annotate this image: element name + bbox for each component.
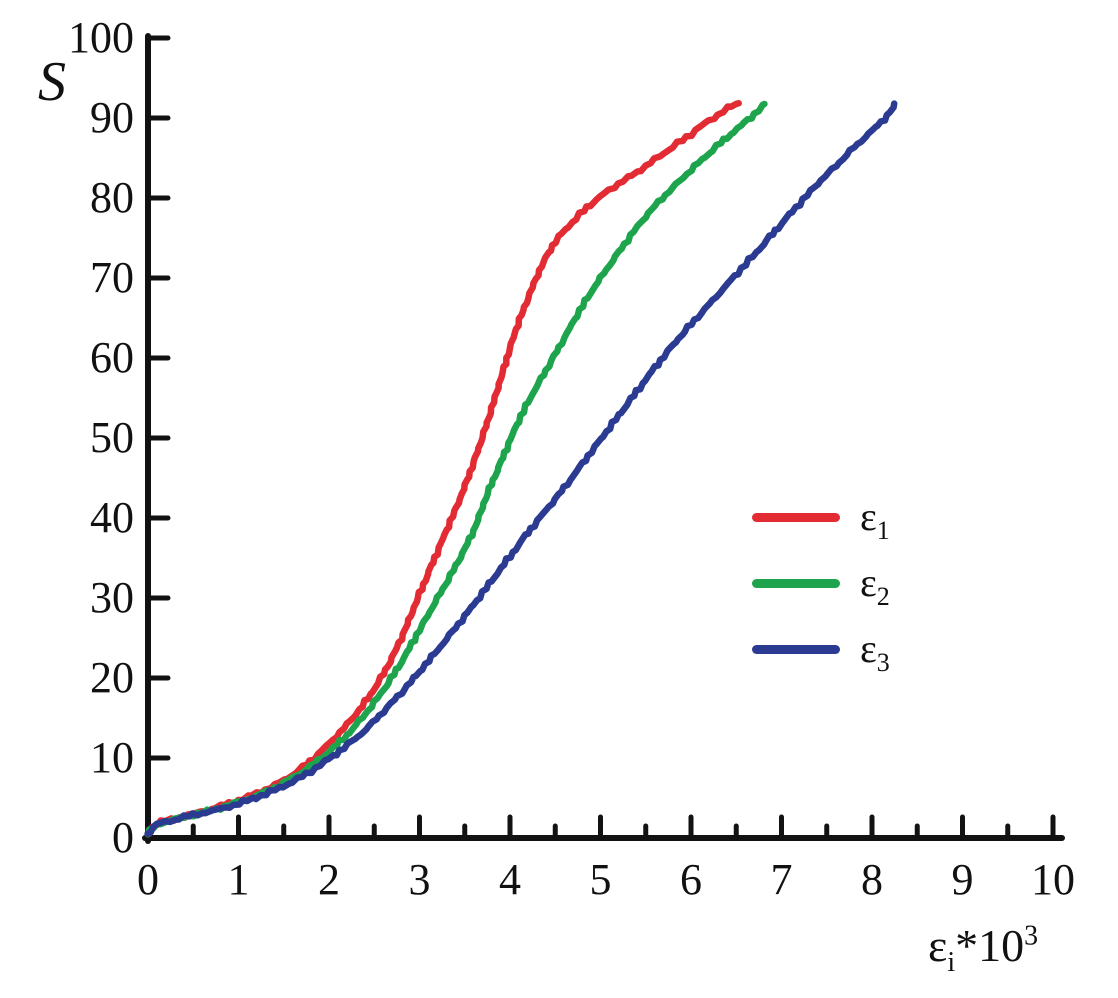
x-axis-title-mult: *10: [955, 920, 1025, 971]
x-tick-label-10: 10: [1031, 855, 1075, 904]
x-tick-label-8: 8: [861, 855, 883, 904]
y-tick-label-20: 20: [90, 653, 134, 702]
y-tick-label-30: 30: [90, 573, 134, 622]
x-axis-title: εi*103: [928, 920, 1039, 977]
legend-item-1: ε1: [752, 484, 890, 550]
legend-swatch-3: [752, 644, 840, 654]
x-tick-label-2: 2: [318, 855, 340, 904]
x-tick-label-9: 9: [951, 855, 974, 904]
x-tick-label-5: 5: [589, 855, 612, 904]
x-axis-title-symbol: ε: [928, 920, 948, 971]
legend-label-2: ε2: [860, 560, 890, 611]
legend-swatch-1: [752, 512, 840, 522]
legend-label-1: ε1: [860, 494, 890, 545]
x-tick-label-3: 3: [408, 855, 431, 904]
y-tick-label-50: 50: [90, 413, 134, 462]
x-tick-label-4: 4: [499, 855, 521, 904]
y-tick-label-80: 80: [90, 173, 134, 222]
y-tick-label-100: 100: [68, 13, 134, 62]
curve-ε2: [144, 100, 768, 838]
y-tick-label-60: 60: [90, 333, 134, 382]
legend-item-2: ε2: [752, 550, 890, 616]
x-axis-title-superscript: 3: [1024, 920, 1039, 952]
curve-ε3: [144, 100, 898, 837]
x-axis-title-subscript: i: [947, 947, 956, 979]
x-tick-label-1: 1: [227, 855, 250, 904]
y-axis-title: S: [38, 51, 66, 113]
y-tick-label-0: 0: [112, 813, 134, 862]
legend: ε1 ε2 ε3: [752, 484, 890, 682]
y-tick-label-90: 90: [90, 93, 134, 142]
legend-swatch-2: [752, 578, 840, 588]
y-tick-label-10: 10: [90, 733, 134, 782]
y-tick-label-40: 40: [90, 493, 134, 542]
x-tick-label-7: 7: [770, 855, 793, 904]
legend-label-3: ε3: [860, 626, 890, 677]
legend-item-3: ε3: [752, 616, 890, 682]
x-tick-label-6: 6: [680, 855, 702, 904]
x-tick-label-0: 0: [137, 855, 159, 904]
y-tick-label-70: 70: [90, 253, 134, 302]
